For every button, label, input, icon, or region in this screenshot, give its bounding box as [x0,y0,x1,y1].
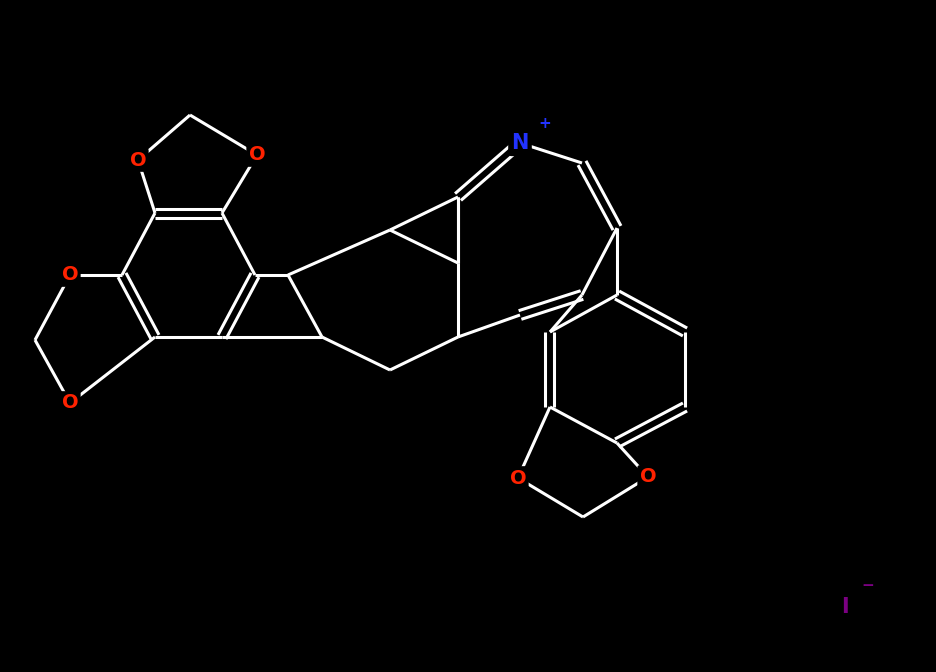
Text: +: + [538,116,550,130]
Text: O: O [639,468,655,487]
Text: N: N [511,133,528,153]
Text: I: I [841,597,848,617]
Text: O: O [129,151,146,169]
Text: O: O [509,468,526,487]
Text: O: O [62,394,79,413]
Text: O: O [248,146,265,165]
Text: −: − [861,577,873,593]
Text: O: O [62,265,79,284]
